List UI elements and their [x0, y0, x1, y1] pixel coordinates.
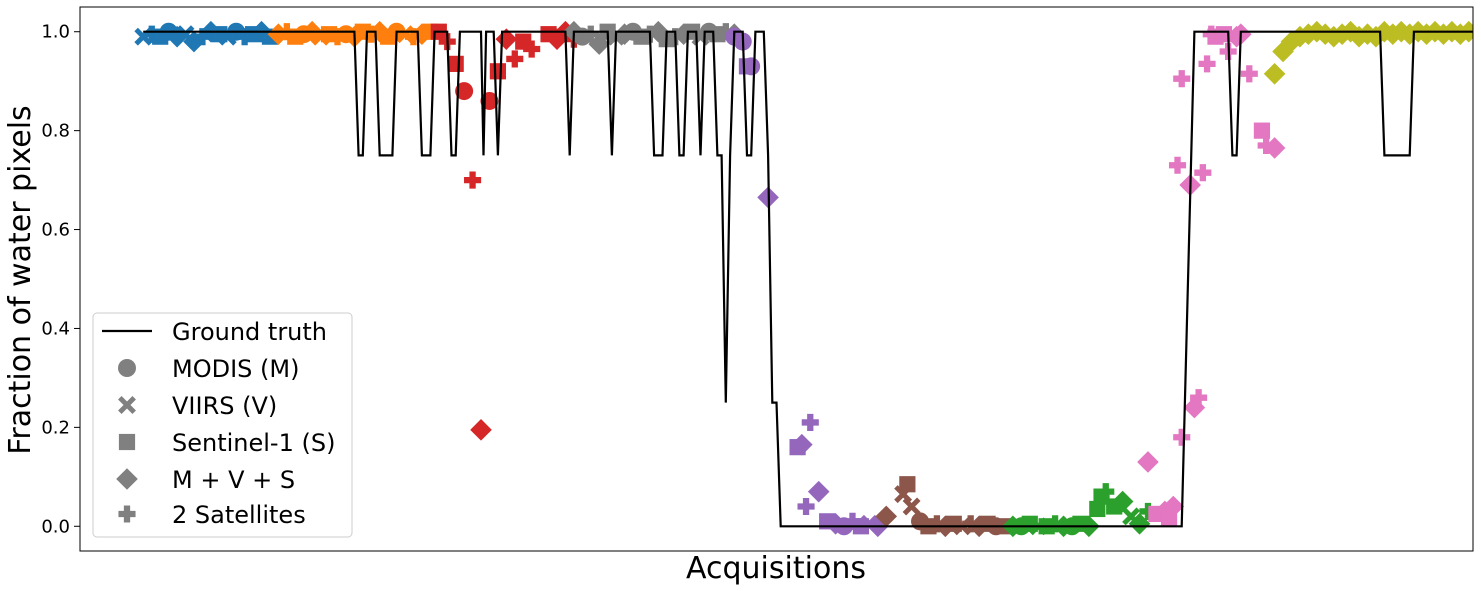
data-point [143, 25, 161, 43]
data-point [183, 30, 205, 53]
legend-marker-shape [118, 433, 136, 451]
data-point [1449, 23, 1472, 45]
plot-frame [79, 6, 1474, 552]
y-tick-label: 1.0 [41, 22, 70, 43]
data-point [447, 55, 464, 72]
y-tick-label: 0.6 [41, 220, 70, 241]
data-point [1089, 500, 1106, 518]
data-point [455, 82, 474, 101]
legend: Ground truth MODIS (M) VIIRS (V) Sentine… [92, 312, 353, 538]
legend-combo-label: M + V + S [172, 466, 295, 494]
data-point [362, 25, 380, 43]
data-point [1139, 502, 1157, 520]
legend-marker-shape [118, 505, 136, 523]
data-point [1390, 20, 1413, 43]
data-point [791, 433, 813, 456]
legend-modis-label: MODIS (M) [172, 355, 299, 383]
legend-box [92, 312, 353, 538]
data-point [742, 57, 761, 76]
data-point [193, 28, 211, 46]
data-point [489, 63, 506, 80]
data-point [1240, 65, 1258, 83]
data-point [1198, 55, 1216, 73]
y-tick-label: 0.2 [41, 417, 70, 438]
data-point [464, 171, 482, 189]
legend-marker-shape [118, 359, 136, 377]
data-point [1253, 122, 1271, 139]
legend-ground-truth-label: Ground truth [172, 318, 327, 346]
legend-two-sat-label: 2 Satellites [172, 501, 306, 529]
data-point [797, 497, 815, 516]
data-point [506, 50, 524, 68]
data-point [523, 40, 541, 58]
data-point [582, 25, 600, 43]
data-point [875, 505, 898, 528]
data-point [588, 33, 611, 55]
y-tick-label: 0.8 [41, 121, 70, 142]
data-point [1097, 483, 1115, 501]
data-point [236, 28, 254, 46]
data-point [807, 480, 830, 503]
data-point [1263, 137, 1286, 159]
data-point [1190, 389, 1208, 407]
data-point [368, 20, 391, 43]
legend-sentinel-marker [118, 433, 136, 451]
data-point [1373, 20, 1396, 43]
data-point [1168, 156, 1187, 174]
y-tick-label: 0.4 [41, 318, 70, 339]
legend-viirs-label: VIIRS (V) [172, 392, 277, 420]
data-point [546, 28, 568, 50]
data-point [1263, 62, 1286, 85]
legend-marker-shape [116, 468, 138, 490]
y-axis-title: Fraction of water pixels [3, 105, 38, 454]
legend-sentinel-label: Sentinel-1 (S) [172, 429, 335, 457]
data-point [515, 33, 532, 50]
data-point [962, 515, 980, 533]
data-point [1046, 515, 1064, 533]
data-point [1137, 451, 1159, 473]
data-point [928, 515, 946, 533]
data-point [647, 20, 670, 43]
data-point [899, 476, 916, 493]
data-point [1194, 164, 1212, 182]
ground-truth-line [143, 30, 1473, 528]
legend-combo-marker [116, 468, 138, 490]
data-point [1173, 428, 1191, 446]
data-point [470, 419, 492, 441]
legend-marker-shape [118, 396, 136, 414]
data-point [1297, 23, 1320, 45]
data-point [495, 28, 518, 50]
data-point [404, 28, 423, 46]
data-point [1173, 70, 1191, 88]
x-axis-title: Acquisitions [686, 551, 866, 586]
legend-modis-marker [118, 359, 136, 377]
data-point [1415, 23, 1438, 45]
data-point [717, 23, 735, 41]
data-point [166, 25, 188, 48]
legend-viirs-marker [118, 396, 136, 414]
y-tick-label: 0.0 [41, 516, 70, 537]
data-point [1257, 136, 1275, 155]
data-point [1398, 23, 1421, 45]
data-point [902, 497, 921, 516]
data-point [1111, 490, 1134, 513]
data-point [801, 413, 819, 431]
legend-two-sat-marker [118, 505, 136, 523]
data-point [1160, 510, 1178, 527]
data-point [843, 512, 862, 530]
